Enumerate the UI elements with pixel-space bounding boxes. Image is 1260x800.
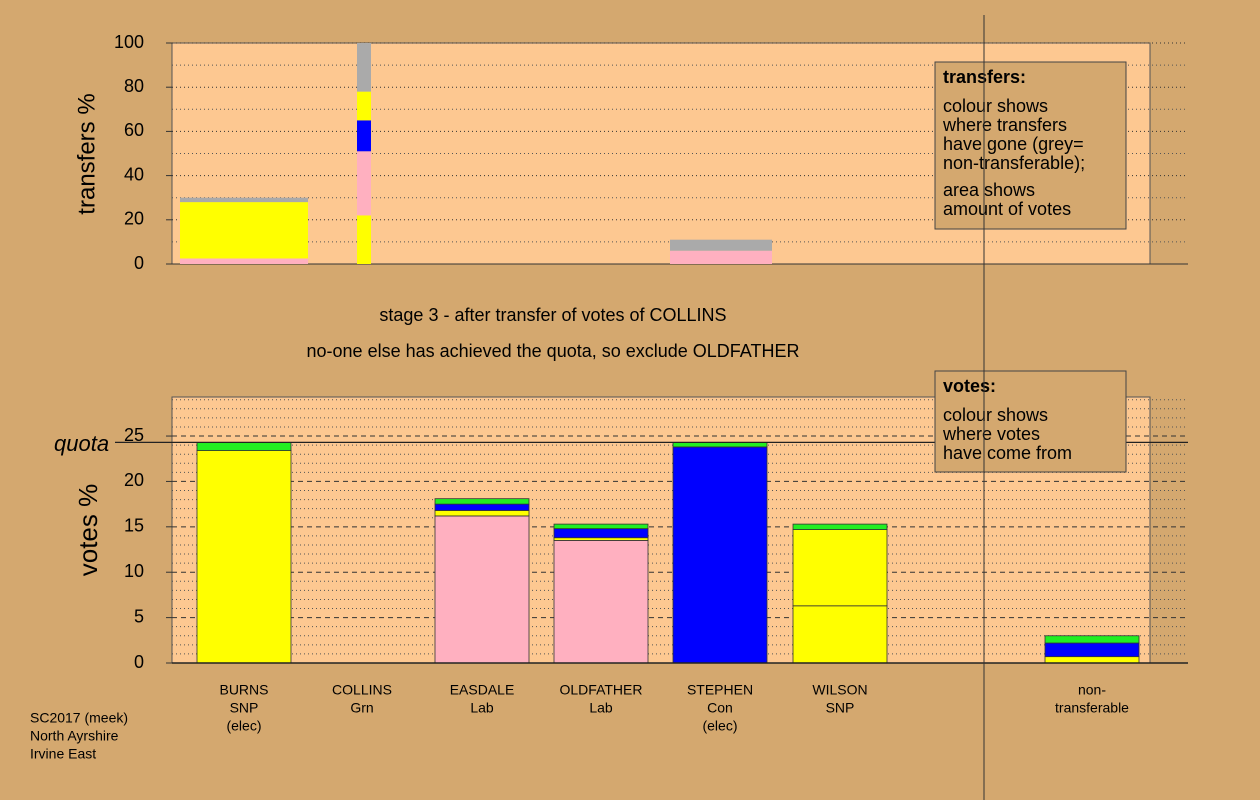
legend-text: where votes (942, 424, 1040, 444)
bar-segment (792, 529, 888, 607)
legend-text: non-transferable); (943, 153, 1085, 173)
layer: 0 20 40 60 80 100 0 5 10 15 20 25 quota BURNS SNP (elec… (54, 32, 1188, 734)
caption: stage 3 - after transfer of votes of COL… (379, 305, 726, 325)
bar-segment (196, 450, 292, 664)
y-tick-label: 80 (124, 76, 144, 96)
x-tick-label: (elec) (226, 718, 261, 734)
legend-text: where transfers (942, 115, 1067, 135)
legend-text: colour shows (943, 96, 1048, 116)
x-tick-label: COLLINS (332, 682, 392, 698)
y-axis-title: votes % (73, 484, 103, 577)
x-tick-label: Lab (589, 700, 613, 716)
x-tick-label: STEPHEN (687, 682, 753, 698)
bar-segment (357, 120, 371, 152)
y-tick-label: 15 (124, 516, 144, 536)
bar-segment (434, 510, 530, 517)
x-tick-label: (elec) (702, 718, 737, 734)
bar-segment (357, 91, 371, 121)
x-tick-label: transferable (1055, 700, 1129, 716)
bar-segment (434, 498, 530, 505)
bar-segment (1044, 642, 1140, 658)
y-tick-label: 40 (124, 164, 144, 184)
y-tick-label: 20 (124, 470, 144, 490)
legend-box (934, 61, 1127, 230)
y-tick-label: 0 (134, 253, 144, 273)
y-tick-label: 25 (124, 425, 144, 445)
x-tick-label: SNP (230, 700, 259, 716)
y-tick-label: 100 (114, 32, 144, 52)
legend-text: colour shows (943, 405, 1048, 425)
bar-segment (672, 441, 768, 448)
footer-text: Irvine East (30, 746, 96, 762)
legend-text: have come from (943, 443, 1072, 463)
bar-segment (553, 528, 649, 539)
legend-box (934, 370, 1127, 473)
bar-segment (357, 215, 371, 264)
caption: no-one else has achieved the quota, so e… (307, 341, 800, 361)
x-tick-label: Grn (350, 700, 373, 716)
quota-label: quota (54, 431, 109, 456)
y-tick-label: 60 (124, 120, 144, 140)
bar-segment (792, 605, 888, 664)
x-tick-label: BURNS (219, 682, 268, 698)
bar-segment (434, 515, 530, 664)
x-tick-label: Con (707, 700, 733, 716)
bar-segment (672, 446, 768, 664)
bar-segment (196, 441, 292, 451)
footer-text: North Ayrshire (30, 728, 119, 744)
y-tick-label: 5 (134, 606, 144, 626)
bar-segment (434, 503, 530, 511)
bar-segment (553, 537, 649, 541)
x-tick-label: OLDFATHER (560, 682, 643, 698)
legend-text: area shows (943, 180, 1035, 200)
bar-segment (180, 258, 308, 264)
bar-segment (357, 43, 371, 92)
bar-segment (1044, 656, 1140, 664)
bar-segment (670, 239, 772, 251)
bar-segment (180, 197, 308, 203)
legend-title: transfers: (943, 67, 1026, 87)
y-tick-label: 0 (134, 652, 144, 672)
legend-text: amount of votes (943, 199, 1071, 219)
bar-segment (357, 151, 371, 216)
x-tick-label: SNP (826, 700, 855, 716)
bar-segment (553, 540, 649, 664)
legend-text: have gone (grey= (943, 134, 1084, 154)
y-tick-label: 10 (124, 561, 144, 581)
y-tick-label: 20 (124, 209, 144, 229)
y-axis-title: transfers % (73, 93, 100, 214)
x-tick-label: EASDALE (450, 682, 515, 698)
x-tick-label: WILSON (812, 682, 867, 698)
x-tick-label: Lab (470, 700, 494, 716)
bar-segment (1044, 635, 1140, 644)
x-tick-label: non- (1078, 682, 1106, 698)
legend-title: votes: (943, 376, 996, 396)
bar-segment (553, 523, 649, 530)
bar-segment (670, 250, 772, 264)
bar-segment (180, 202, 308, 259)
bar-segment (792, 523, 888, 530)
footer-text: SC2017 (meek) (30, 710, 128, 726)
